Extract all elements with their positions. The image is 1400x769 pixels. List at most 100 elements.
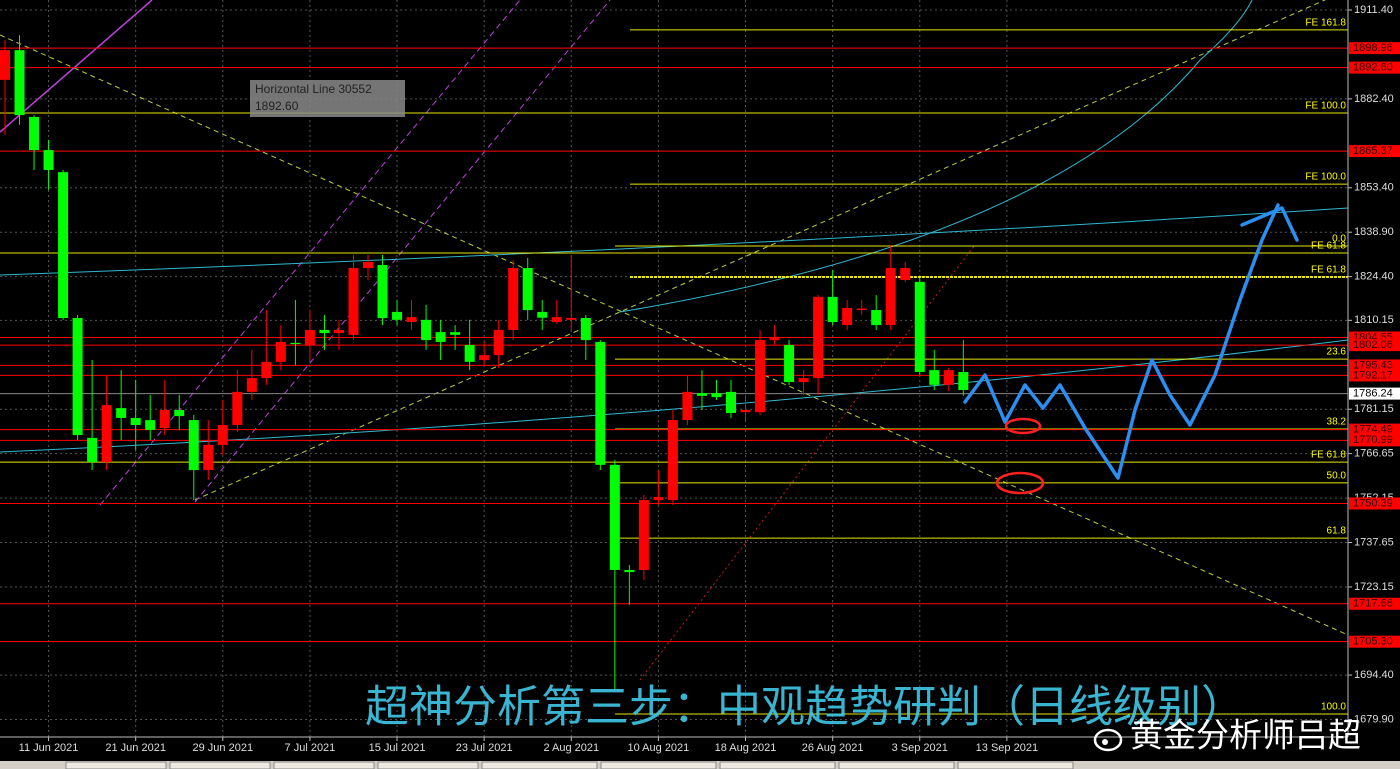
tab[interactable] [377, 761, 479, 769]
fib-label: FE 61.8 [1311, 265, 1346, 276]
fib-label: 23.6 [1327, 347, 1347, 358]
candle-body [493, 329, 504, 356]
tab[interactable] [65, 761, 167, 769]
y-tick-label: 1824.40 [1354, 271, 1394, 283]
candle-body [116, 408, 127, 418]
fib-label: FE 61.8 [1311, 450, 1346, 461]
x-tick-label: 29 Jun 2021 [193, 742, 254, 754]
level-tag [1349, 61, 1400, 74]
candle-body [246, 378, 257, 392]
y-tick-label: 1737.65 [1354, 536, 1394, 548]
candle-body [784, 344, 795, 383]
candle-body [551, 317, 562, 323]
current-price-label: 1786.24 [1353, 388, 1393, 400]
candle-body [624, 569, 635, 573]
candle-body [290, 342, 301, 345]
tab-bar [0, 761, 1400, 769]
candle-body [827, 296, 838, 323]
candle-body [856, 308, 867, 311]
fib-label: FE 100.0 [1305, 172, 1346, 183]
level-label: 1705.30 [1353, 636, 1393, 648]
level-tag [1349, 145, 1400, 158]
candle-body [943, 370, 954, 385]
fib-label: 38.2 [1327, 417, 1347, 428]
tab[interactable] [719, 761, 836, 769]
level-tag [1349, 635, 1400, 648]
y-tick-label: 1694.40 [1354, 669, 1394, 681]
watermark: 黄金分析师吕超 [1130, 717, 1361, 754]
level-label: 1792.17 [1353, 369, 1393, 381]
candle-body [508, 268, 519, 330]
level-tag [1349, 369, 1400, 382]
current-price-tag [1349, 387, 1400, 400]
y-tick-label: 1882.40 [1354, 93, 1394, 105]
fib-label: FE 61.8 [1311, 241, 1346, 252]
candle-body [740, 409, 751, 413]
fib-label: FE 161.8 [1305, 18, 1346, 29]
candle-body [406, 317, 417, 323]
tooltip-title: Horizontal Line 30552 [255, 82, 372, 96]
x-tick-label: 11 Jun 2021 [19, 742, 79, 754]
tab[interactable] [273, 761, 375, 769]
candle-body [203, 444, 214, 471]
candle-body [537, 311, 548, 318]
tab[interactable] [957, 761, 1074, 769]
x-tick-label: 21 Jun 2021 [105, 742, 166, 754]
x-tick-label: 23 Jul 2021 [456, 742, 513, 754]
candle-body [450, 332, 461, 335]
x-tick-label: 15 Jul 2021 [369, 742, 426, 754]
y-tick-label: 1911.40 [1354, 4, 1393, 16]
candle-body [842, 307, 853, 326]
y-tick-label: 1766.65 [1354, 448, 1394, 460]
x-tick-label: 26 Aug 2021 [802, 742, 864, 754]
forecast [963, 203, 1299, 495]
candle-body [914, 281, 925, 372]
y-tick-label: 1679.90 [1354, 713, 1394, 725]
level-label: 1795.43 [1353, 359, 1393, 371]
fib-label: FE 100.0 [1305, 101, 1346, 112]
tab[interactable] [600, 761, 717, 769]
candle-body [159, 409, 170, 429]
candle-body [522, 268, 533, 311]
candle-body [29, 116, 40, 151]
candle-body [871, 310, 882, 326]
candle-body [464, 344, 475, 362]
tab[interactable] [169, 761, 271, 769]
level-tag [1349, 339, 1400, 352]
trendline [639, 244, 976, 681]
candle-body [304, 329, 315, 345]
candle-body [929, 370, 940, 385]
curve [619, 0, 1253, 313]
level-label: 1898.96 [1353, 42, 1393, 54]
candle-body [798, 378, 809, 383]
candle-body [145, 420, 156, 430]
candle-body [14, 50, 25, 116]
y-tick-label: 1853.40 [1354, 182, 1394, 194]
fib-label: 0.0 [1332, 234, 1346, 245]
level-label: 1774.49 [1353, 424, 1393, 436]
highlight-circle [995, 471, 1045, 495]
y-tick-label: 1838.90 [1354, 226, 1394, 238]
level-tag [1349, 42, 1400, 55]
candle-body [319, 329, 330, 334]
candle-body [377, 264, 388, 319]
candle-body [566, 318, 577, 320]
candle-body [580, 318, 591, 341]
y-tick-label: 1723.15 [1354, 581, 1394, 593]
highlight-circle [1004, 417, 1042, 435]
level-tag [1349, 434, 1400, 447]
trendline [194, 0, 1326, 501]
y-tick-label: 1781.15 [1354, 403, 1394, 415]
candle-body [275, 341, 286, 362]
candle-body [58, 172, 69, 319]
tooltip-box [250, 80, 405, 117]
candle-body [0, 50, 10, 80]
weibo-logo [1093, 728, 1123, 752]
tab[interactable] [481, 761, 598, 769]
fib-label: 100.0 [1321, 702, 1346, 713]
candle-body [232, 391, 243, 425]
candle-body [958, 371, 969, 391]
tab[interactable] [838, 761, 955, 769]
